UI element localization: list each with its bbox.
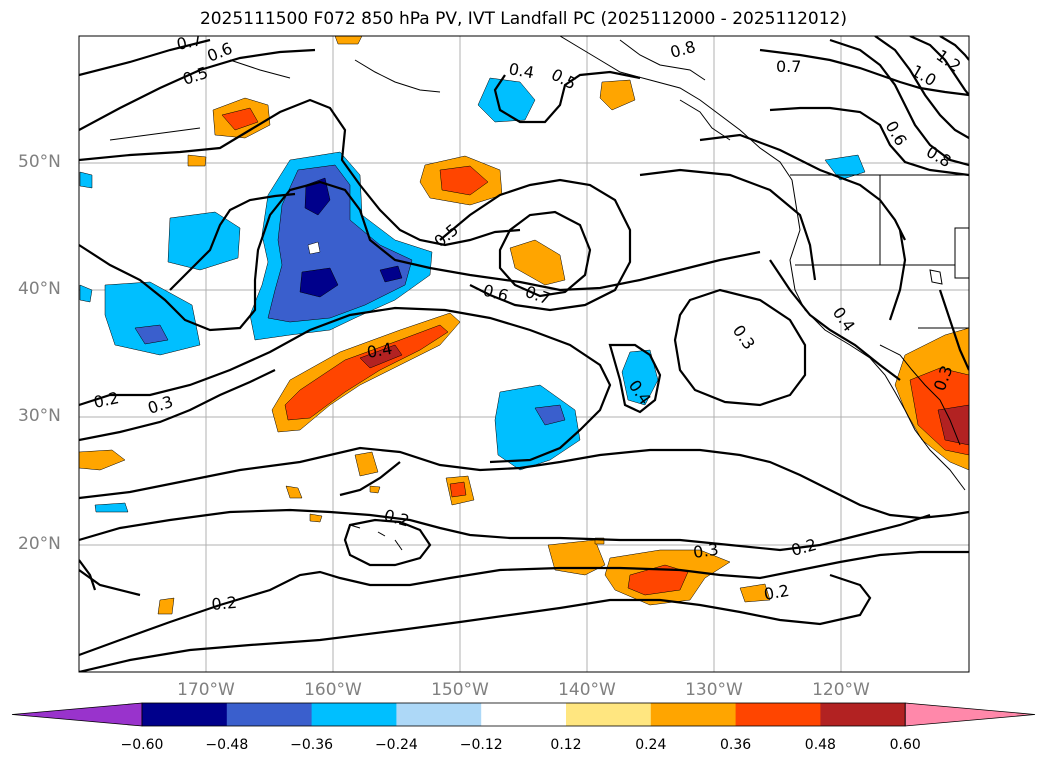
contour-label: 0.2 bbox=[762, 581, 790, 604]
colorbar-tick-label: 0.36 bbox=[720, 737, 752, 753]
colorbar-segment bbox=[396, 703, 482, 726]
contour-label: 0.3 bbox=[692, 540, 720, 562]
colorbar-tick-label: 0.48 bbox=[804, 737, 836, 753]
contour-label: 0.4 bbox=[507, 59, 535, 82]
colorbar-segment bbox=[566, 703, 652, 726]
coastlines bbox=[109, 36, 969, 551]
colorbar-tick-label: −0.48 bbox=[205, 737, 249, 753]
colorbar-tick-label: 0.24 bbox=[635, 737, 667, 753]
colorbar-extend-low bbox=[11, 702, 143, 727]
colorbar-segment bbox=[650, 703, 737, 726]
lat-label: 50°N bbox=[18, 152, 61, 172]
contour-label: 0.7 bbox=[175, 30, 204, 54]
pv-contours bbox=[79, 36, 969, 672]
colorbar-tick-label: −0.12 bbox=[459, 737, 503, 753]
lon-label: 130°W bbox=[685, 680, 743, 700]
lon-label: 120°W bbox=[812, 680, 870, 700]
lon-label: 140°W bbox=[558, 680, 616, 700]
contour-label: 0.2 bbox=[92, 388, 121, 412]
lon-label: 160°W bbox=[304, 680, 362, 700]
map-title: 2025111500 F072 850 hPa PV, IVT Landfall… bbox=[199, 9, 847, 29]
lat-label: 30°N bbox=[18, 406, 61, 426]
lon-label: 170°W bbox=[177, 680, 235, 700]
negative-anomaly-shading bbox=[79, 77, 866, 513]
colorbar-segment bbox=[311, 703, 397, 726]
contour-label: 0.2 bbox=[211, 593, 238, 614]
colorbar-tick-label: −0.60 bbox=[120, 737, 164, 753]
contour-label: 0.4 bbox=[365, 339, 393, 362]
colorbar-segment bbox=[820, 703, 906, 726]
colorbar-tick-label: −0.36 bbox=[290, 737, 334, 753]
colorbar-tick-label: 0.12 bbox=[550, 737, 582, 753]
colorbar-frame bbox=[141, 702, 906, 727]
colorbar-extend-high bbox=[904, 702, 1036, 727]
colorbar-tick-label: −0.24 bbox=[374, 737, 418, 753]
colorbar-tick-label: 0.60 bbox=[889, 737, 921, 753]
lat-label: 40°N bbox=[18, 279, 61, 299]
colorbar-segment bbox=[735, 703, 821, 726]
lat-label: 20°N bbox=[18, 534, 61, 554]
lon-label: 150°W bbox=[431, 680, 489, 700]
colorbar-segment bbox=[142, 703, 228, 726]
colorbar-segment bbox=[226, 703, 313, 726]
colorbar-segment bbox=[481, 703, 567, 726]
map-frame bbox=[78, 35, 970, 673]
contour-label: 0.7 bbox=[776, 57, 801, 76]
positive-anomaly-shading bbox=[79, 36, 969, 615]
